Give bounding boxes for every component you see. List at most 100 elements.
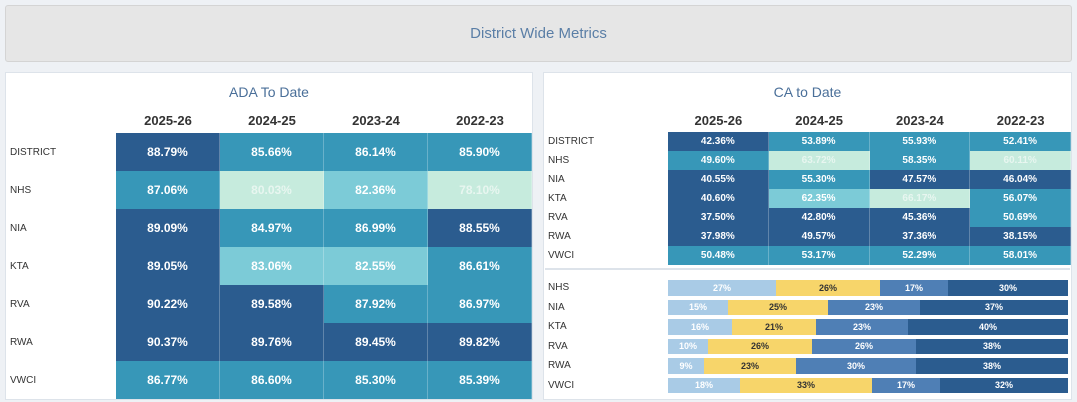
heatmap-cell: 85.90%: [428, 133, 532, 171]
bar-segment: [880, 280, 948, 296]
heatmap-cell: 47.57%: [869, 170, 971, 189]
bar-segment: [916, 358, 1068, 374]
bar-segment: [668, 299, 728, 315]
bar-segment: [704, 358, 796, 374]
heatmap-cell: 88.55%: [428, 209, 532, 247]
data-label: 26%: [854, 341, 873, 352]
heatmap-cell: 58.01%: [970, 246, 1071, 265]
bar-segment: [728, 299, 828, 315]
panel-title: ADA To Date: [229, 84, 309, 100]
data-label: 23%: [852, 321, 871, 332]
column-header: 2024-25: [795, 113, 843, 128]
row-label: RVA: [10, 298, 30, 310]
row-label: NIA: [548, 174, 565, 185]
heatmap-cell: 80.03%: [220, 171, 324, 209]
data-label: 38%: [982, 360, 1001, 371]
column-header: 2023-24: [352, 113, 400, 128]
data-label: 10%: [678, 341, 697, 352]
heatmap-cell: 55.30%: [768, 170, 870, 189]
heatmap-cell: 49.60%: [668, 151, 769, 170]
row-label: KTA: [548, 321, 567, 333]
row-label: RWA: [548, 360, 571, 372]
heatmap-cell: 87.92%: [324, 285, 428, 323]
heatmap-cell: 89.76%: [220, 323, 324, 361]
row-label: KTA: [548, 193, 567, 204]
data-label: 40%: [978, 321, 997, 332]
data-label: 38%: [982, 341, 1001, 352]
heatmap-cell: 89.82%: [428, 323, 532, 361]
heatmap-cell: 42.36%: [668, 132, 769, 151]
row-label: RWA: [10, 336, 33, 348]
column-header: 2025-26: [694, 113, 743, 128]
row-label: NIA: [10, 222, 27, 234]
column-header: 2025-26: [144, 113, 192, 128]
heatmap-cell: 89.58%: [220, 285, 324, 323]
heatmap-cell: 40.55%: [668, 170, 769, 189]
heatmap-cell: 78.10%: [428, 171, 532, 209]
data-label: 23%: [864, 302, 883, 313]
column-header: 2024-25: [248, 113, 296, 128]
heatmap-cell: 89.05%: [116, 247, 220, 285]
row-label: RVA: [548, 340, 568, 352]
heatmap-cell: 42.80%: [768, 208, 870, 227]
bar-segment: [776, 280, 880, 296]
panel-title: CA to Date: [773, 84, 842, 100]
row-label: DISTRICT: [548, 136, 595, 147]
data-label: 37%: [984, 302, 1003, 313]
bar-segment: [916, 338, 1068, 354]
column-header: 2023-24: [896, 113, 944, 128]
row-label: VWCI: [548, 379, 575, 391]
row-label: VWCI: [10, 374, 37, 386]
heatmap-cell: 50.69%: [970, 208, 1071, 227]
data-label: 23%: [740, 360, 759, 371]
heatmap-cell: 56.07%: [970, 189, 1071, 208]
data-label: 17%: [904, 282, 923, 293]
heatmap-cell: 86.14%: [324, 133, 428, 171]
bar-segment: [796, 358, 916, 374]
heatmap-cell: 86.61%: [428, 247, 532, 285]
data-label: 25%: [768, 302, 787, 313]
heatmap-cell: 85.39%: [428, 361, 532, 399]
heatmap-cell: 40.60%: [668, 189, 769, 208]
heatmap-cell: 58.35%: [869, 151, 971, 170]
row-label: VWCI: [548, 250, 575, 261]
row-label: NIA: [548, 301, 565, 313]
data-label: 27%: [712, 282, 731, 293]
data-label: 17%: [896, 380, 915, 391]
data-label: 33%: [796, 380, 815, 391]
bar-segment: [812, 338, 916, 354]
heatmap-cell: 90.22%: [116, 285, 220, 323]
heatmap-cell: 85.30%: [324, 361, 428, 399]
data-label: 30%: [998, 282, 1017, 293]
heatmap-cell: 38.15%: [970, 227, 1071, 246]
heatmap-cell: 55.93%: [869, 132, 971, 151]
heatmap-cell: 66.17%: [869, 189, 971, 208]
data-label: 15%: [688, 302, 707, 313]
row-label: RVA: [548, 212, 568, 223]
row-label: NHS: [548, 282, 570, 294]
heatmap-cell: 46.04%: [970, 170, 1071, 189]
heatmap-cell: 45.36%: [869, 208, 971, 227]
heatmap-cell: 88.79%: [116, 133, 220, 171]
heatmap-cell: 50.48%: [668, 246, 769, 265]
bar-segment: [816, 319, 908, 335]
bar-segment: [940, 377, 1068, 393]
data-label: 16%: [690, 321, 709, 332]
bar-segment: [668, 377, 740, 393]
heatmap-cell: 90.37%: [116, 323, 220, 361]
row-label: NHS: [10, 184, 32, 196]
data-label: 32%: [994, 380, 1013, 391]
heatmap-cell: 85.66%: [220, 133, 324, 171]
heatmap-cell: 49.57%: [768, 227, 870, 246]
bar-segment: [740, 377, 872, 393]
heatmap-cell: 82.36%: [324, 171, 428, 209]
bar-segment: [732, 319, 816, 335]
heatmap-cell: 37.36%: [869, 227, 971, 246]
heatmap-cell: 53.89%: [768, 132, 870, 151]
row-label: RWA: [548, 231, 571, 242]
heatmap-cell: 89.09%: [116, 209, 220, 247]
heatmap-cell: 53.17%: [768, 246, 870, 265]
heatmap-cell: 86.99%: [324, 209, 428, 247]
heatmap-cell: 89.45%: [324, 323, 428, 361]
